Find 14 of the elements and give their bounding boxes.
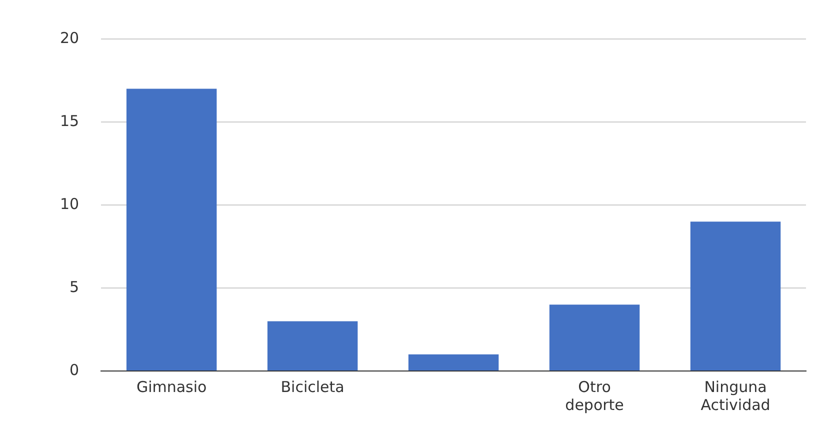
y-tick-label: 5 (70, 278, 80, 296)
bar (408, 354, 499, 370)
y-tick-label: 10 (60, 194, 80, 213)
bar (549, 304, 640, 370)
x-tick-label: Otro deporte (565, 378, 624, 414)
bar (690, 222, 781, 370)
y-tick-label: 20 (60, 28, 80, 47)
y-tick-label: 15 (60, 112, 80, 130)
x-tick-label: Bicicleta (280, 378, 344, 396)
x-tick-label: Gimnasio (136, 378, 207, 396)
bar (126, 88, 217, 370)
y-tick-label: 0 (70, 360, 80, 379)
x-tick-label: Ninguna Actividad (700, 378, 770, 414)
bar (267, 321, 358, 370)
